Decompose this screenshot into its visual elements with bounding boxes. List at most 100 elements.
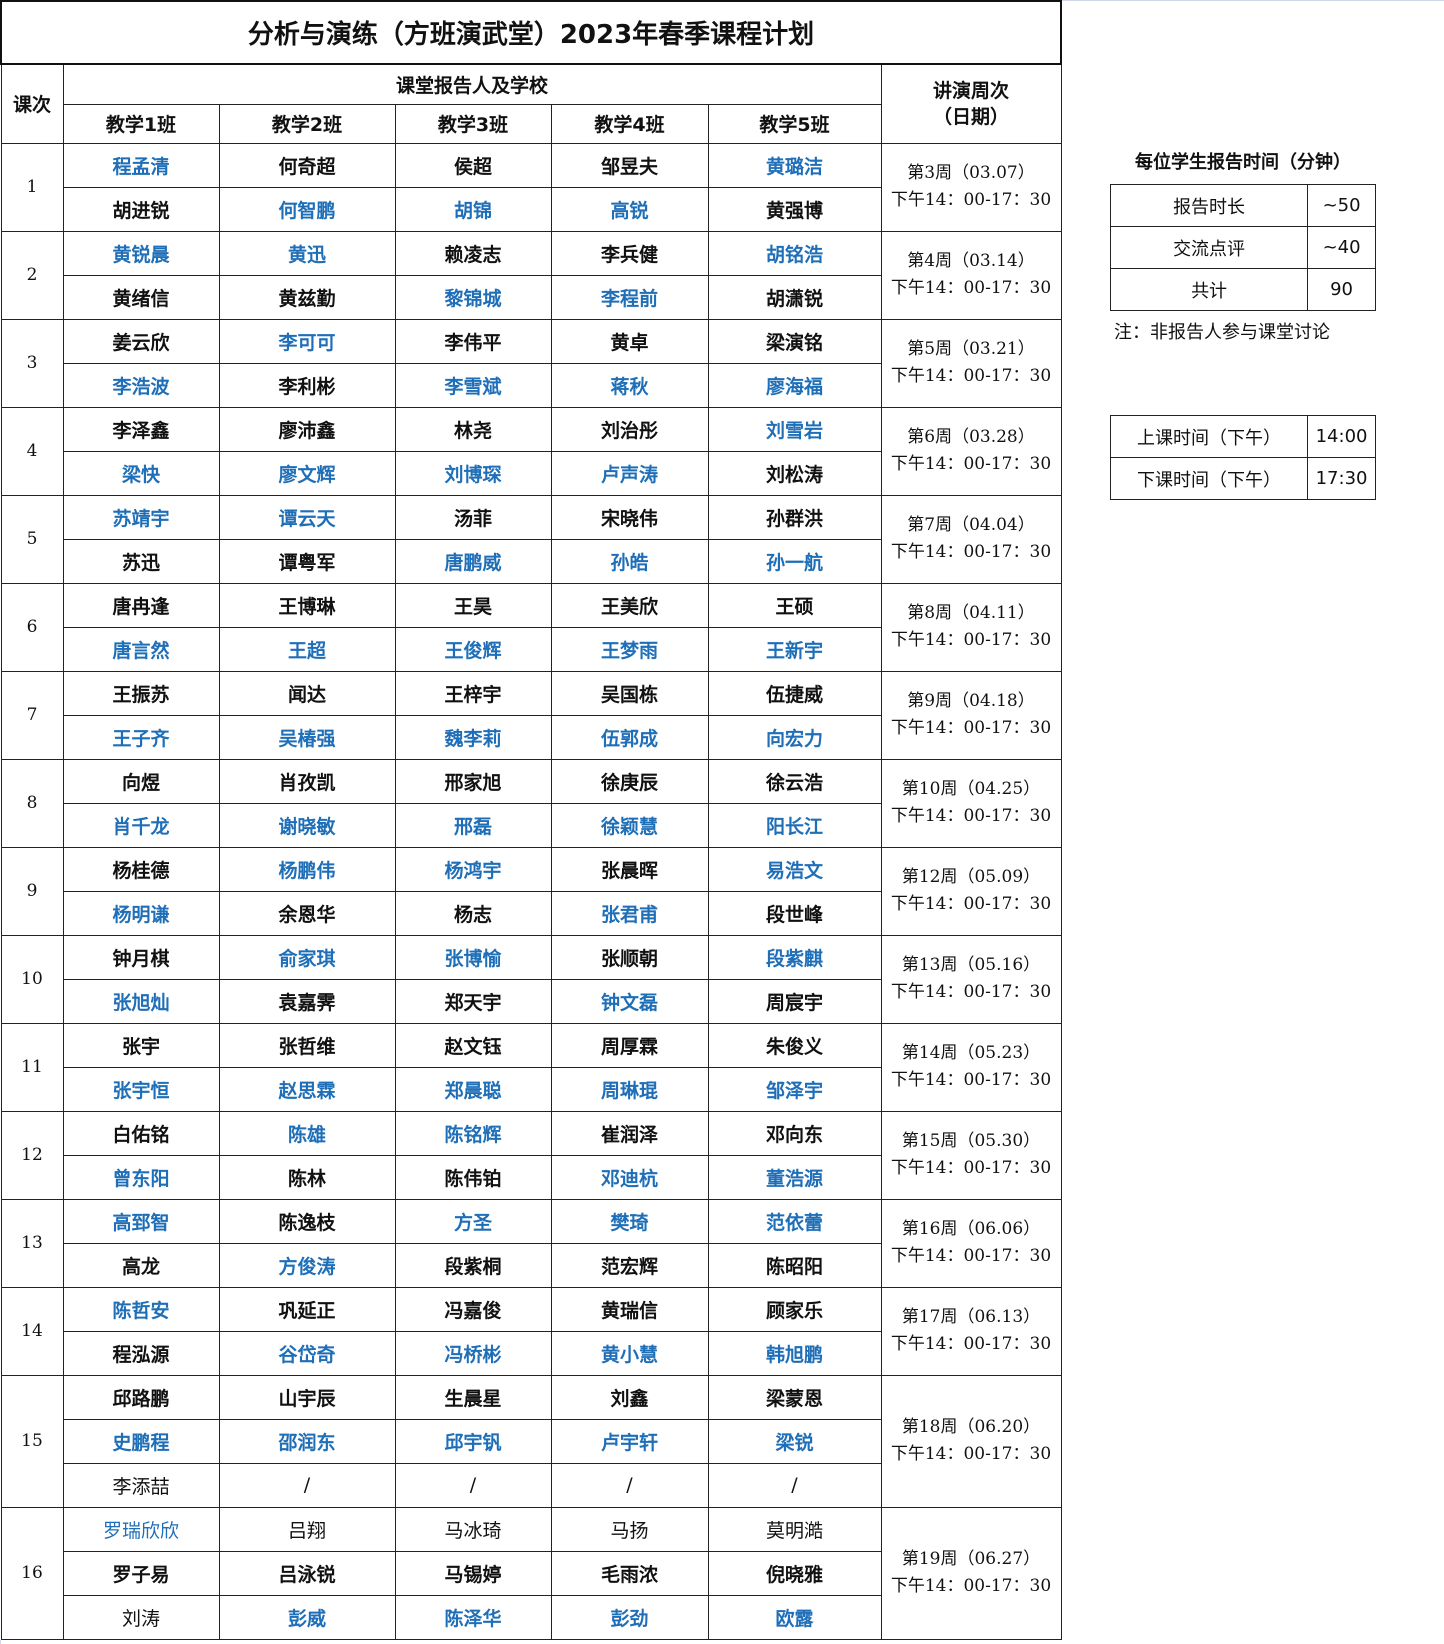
reporter-cell[interactable]: 刘治彤 bbox=[550, 406, 709, 452]
reporter-cell[interactable]: 邢家旭 bbox=[394, 758, 552, 804]
reporter-cell[interactable]: / bbox=[394, 1462, 552, 1508]
reporter-cell[interactable]: 谭云天 bbox=[218, 494, 396, 540]
reporter-cell[interactable]: 周琳琨 bbox=[550, 1066, 709, 1112]
reporter-cell[interactable]: 卢宇轩 bbox=[550, 1418, 709, 1464]
reporter-cell[interactable]: 罗子易 bbox=[62, 1550, 220, 1596]
reporter-cell[interactable]: 唐言然 bbox=[62, 626, 220, 672]
reporter-cell[interactable]: 王超 bbox=[218, 626, 396, 672]
reporter-cell[interactable]: 孙一航 bbox=[707, 538, 882, 584]
reporter-cell[interactable]: 张顺朝 bbox=[550, 934, 709, 980]
reporter-cell[interactable]: / bbox=[218, 1462, 396, 1508]
reporter-cell[interactable]: 邹泽宇 bbox=[707, 1066, 882, 1112]
reporter-cell[interactable]: 肖千龙 bbox=[62, 802, 220, 848]
reporter-cell[interactable]: 姜云欣 bbox=[62, 318, 220, 364]
reporter-cell[interactable]: 崔润泽 bbox=[550, 1110, 709, 1156]
reporter-cell[interactable]: 陈逸枝 bbox=[218, 1198, 396, 1244]
reporter-cell[interactable]: 伍捷威 bbox=[707, 670, 882, 716]
report-time-value[interactable]: ~50 bbox=[1307, 184, 1376, 227]
reporter-cell[interactable]: 阳长江 bbox=[707, 802, 882, 848]
reporter-cell[interactable]: 段紫桐 bbox=[394, 1242, 552, 1288]
reporter-cell[interactable]: 罗瑞欣欣 bbox=[62, 1506, 220, 1552]
reporter-cell[interactable]: 梁锐 bbox=[707, 1418, 882, 1464]
reporter-cell[interactable]: 侯超 bbox=[394, 142, 552, 188]
reporter-cell[interactable]: 吴椿强 bbox=[218, 714, 396, 760]
reporter-cell[interactable]: 史鹏程 bbox=[62, 1418, 220, 1464]
reporter-cell[interactable]: 段世峰 bbox=[707, 890, 882, 936]
reporter-cell[interactable]: 钟文磊 bbox=[550, 978, 709, 1024]
reporter-cell[interactable]: 刘雪岩 bbox=[707, 406, 882, 452]
reporter-cell[interactable]: 俞家琪 bbox=[218, 934, 396, 980]
reporter-cell[interactable]: 魏李莉 bbox=[394, 714, 552, 760]
reporter-cell[interactable]: 胡铭浩 bbox=[707, 230, 882, 276]
reporter-cell[interactable]: 徐庚辰 bbox=[550, 758, 709, 804]
reporter-cell[interactable]: 易浩文 bbox=[707, 846, 882, 892]
reporter-cell[interactable]: 卢声涛 bbox=[550, 450, 709, 496]
reporter-cell[interactable]: 王振苏 bbox=[62, 670, 220, 716]
reporter-cell[interactable]: 邓向东 bbox=[707, 1110, 882, 1156]
reporter-cell[interactable]: 李雪斌 bbox=[394, 362, 552, 408]
reporter-cell[interactable]: 范宏辉 bbox=[550, 1242, 709, 1288]
reporter-cell[interactable]: 杨鹏伟 bbox=[218, 846, 396, 892]
reporter-cell[interactable]: 方俊涛 bbox=[218, 1242, 396, 1288]
report-time-value[interactable]: 90 bbox=[1307, 268, 1376, 311]
reporter-cell[interactable]: 冯嘉俊 bbox=[394, 1286, 552, 1332]
reporter-cell[interactable]: 廖沛鑫 bbox=[218, 406, 396, 452]
reporter-cell[interactable]: 孙群洪 bbox=[707, 494, 882, 540]
reporter-cell[interactable]: 欧露 bbox=[707, 1594, 882, 1640]
reporter-cell[interactable]: 张宇恒 bbox=[62, 1066, 220, 1112]
reporter-cell[interactable]: 马锡婷 bbox=[394, 1550, 552, 1596]
reporter-cell[interactable]: 张博愉 bbox=[394, 934, 552, 980]
reporter-cell[interactable]: 向煜 bbox=[62, 758, 220, 804]
class-time-value[interactable]: 17:30 bbox=[1307, 457, 1376, 500]
reporter-cell[interactable]: 陈铭辉 bbox=[394, 1110, 552, 1156]
reporter-cell[interactable]: 黄锐晨 bbox=[62, 230, 220, 276]
reporter-cell[interactable]: 王美欣 bbox=[550, 582, 709, 628]
reporter-cell[interactable]: 杨鸿宇 bbox=[394, 846, 552, 892]
reporter-cell[interactable]: 邵润东 bbox=[218, 1418, 396, 1464]
reporter-cell[interactable]: 陈林 bbox=[218, 1154, 396, 1200]
reporter-cell[interactable]: 梁蒙恩 bbox=[707, 1374, 882, 1420]
reporter-cell[interactable]: 唐冉逢 bbox=[62, 582, 220, 628]
reporter-cell[interactable]: 孙皓 bbox=[550, 538, 709, 584]
reporter-cell[interactable]: 李伟平 bbox=[394, 318, 552, 364]
reporter-cell[interactable]: 郑晨聪 bbox=[394, 1066, 552, 1112]
reporter-cell[interactable]: 邢磊 bbox=[394, 802, 552, 848]
reporter-cell[interactable]: 邱路鹏 bbox=[62, 1374, 220, 1420]
reporter-cell[interactable]: 钟月棋 bbox=[62, 934, 220, 980]
reporter-cell[interactable]: 杨志 bbox=[394, 890, 552, 936]
reporter-cell[interactable]: 徐颖慧 bbox=[550, 802, 709, 848]
reporter-cell[interactable]: 邹昱夫 bbox=[550, 142, 709, 188]
reporter-cell[interactable]: 王新宇 bbox=[707, 626, 882, 672]
reporter-cell[interactable]: 蒋秋 bbox=[550, 362, 709, 408]
reporter-cell[interactable]: 高锐 bbox=[550, 186, 709, 232]
reporter-cell[interactable]: 陈昭阳 bbox=[707, 1242, 882, 1288]
reporter-cell[interactable]: 山宇辰 bbox=[218, 1374, 396, 1420]
reporter-cell[interactable]: 生晨星 bbox=[394, 1374, 552, 1420]
reporter-cell[interactable]: 刘博琛 bbox=[394, 450, 552, 496]
reporter-cell[interactable]: 王梦雨 bbox=[550, 626, 709, 672]
reporter-cell[interactable]: 梁快 bbox=[62, 450, 220, 496]
reporter-cell[interactable]: 陈泽华 bbox=[394, 1594, 552, 1640]
reporter-cell[interactable]: 黄瑞信 bbox=[550, 1286, 709, 1332]
reporter-cell[interactable]: 何奇超 bbox=[218, 142, 396, 188]
reporter-cell[interactable]: 廖海福 bbox=[707, 362, 882, 408]
reporter-cell[interactable]: 黄卓 bbox=[550, 318, 709, 364]
reporter-cell[interactable]: 赵文钰 bbox=[394, 1022, 552, 1068]
reporter-cell[interactable]: 李兵健 bbox=[550, 230, 709, 276]
reporter-cell[interactable]: 黄璐洁 bbox=[707, 142, 882, 188]
reporter-cell[interactable]: 吕翔 bbox=[218, 1506, 396, 1552]
reporter-cell[interactable]: 黄迅 bbox=[218, 230, 396, 276]
reporter-cell[interactable]: 赖凌志 bbox=[394, 230, 552, 276]
reporter-cell[interactable]: 周厚霖 bbox=[550, 1022, 709, 1068]
reporter-cell[interactable]: 彭威 bbox=[218, 1594, 396, 1640]
reporter-cell[interactable]: 张晨晖 bbox=[550, 846, 709, 892]
reporter-cell[interactable]: 张旭灿 bbox=[62, 978, 220, 1024]
reporter-cell[interactable]: 李泽鑫 bbox=[62, 406, 220, 452]
reporter-cell[interactable]: 方圣 bbox=[394, 1198, 552, 1244]
reporter-cell[interactable]: 宋晓伟 bbox=[550, 494, 709, 540]
reporter-cell[interactable]: 李浩波 bbox=[62, 362, 220, 408]
reporter-cell[interactable]: 胡锦 bbox=[394, 186, 552, 232]
reporter-cell[interactable]: 肖孜凯 bbox=[218, 758, 396, 804]
reporter-cell[interactable]: 陈雄 bbox=[218, 1110, 396, 1156]
reporter-cell[interactable]: 苏靖宇 bbox=[62, 494, 220, 540]
